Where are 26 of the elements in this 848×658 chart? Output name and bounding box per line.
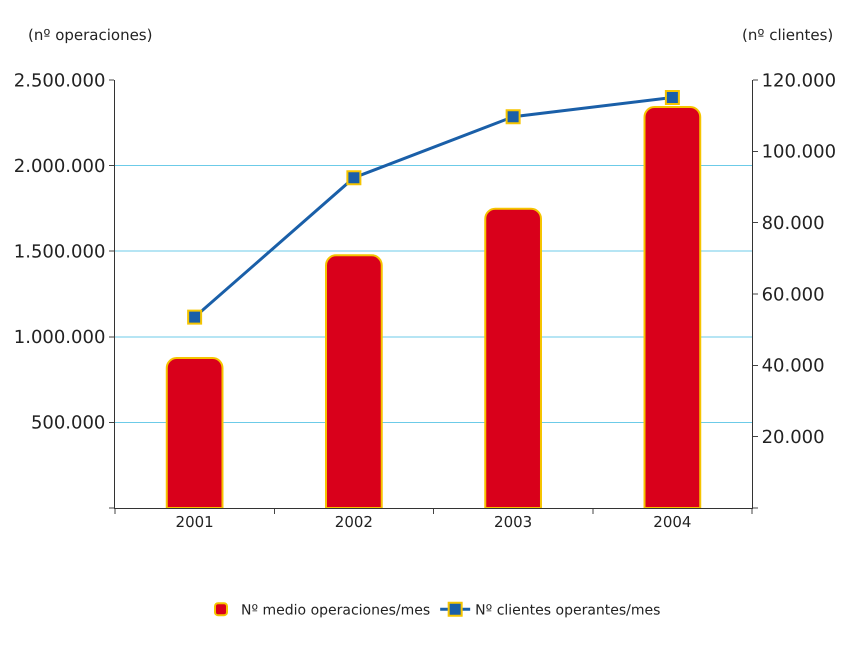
point — [664, 90, 680, 105]
point — [346, 170, 362, 186]
x-tick-label: 2001 — [176, 513, 214, 531]
y2-tick-label: 40.000 — [762, 356, 825, 377]
y2-tick-label: 20.000 — [762, 426, 825, 448]
y-tick-label: 2.500.000 — [14, 70, 106, 92]
bar — [325, 254, 383, 508]
y2-tick-label: 100.000 — [762, 142, 836, 163]
y-tick-label: 500.000 — [30, 412, 106, 434]
y-tick-label: 1.500.000 — [14, 242, 106, 262]
legend-label: Nº clientes operantes/mes — [475, 602, 660, 619]
y-axis-title: (nº operaciones) — [28, 26, 152, 44]
point — [506, 109, 521, 124]
y-tick-label: 2.000.000 — [14, 156, 106, 177]
y2-axis-title: (nº clientes) — [742, 26, 834, 44]
y2-tick-label: 120.000 — [762, 70, 836, 92]
x-tick-label: 2002 — [334, 513, 373, 531]
point — [187, 310, 202, 325]
bar — [166, 357, 224, 508]
x-tick-label: 2003 — [494, 513, 532, 531]
legend-label: Nº medio operaciones/mes — [241, 602, 430, 619]
y2-tick-label: 80.000 — [762, 212, 825, 234]
x-tick-label: 2004 — [653, 513, 692, 531]
y-tick-label: 1.000.000 — [14, 327, 106, 348]
bar — [484, 208, 542, 508]
y2-tick-label: 60.000 — [762, 284, 825, 306]
